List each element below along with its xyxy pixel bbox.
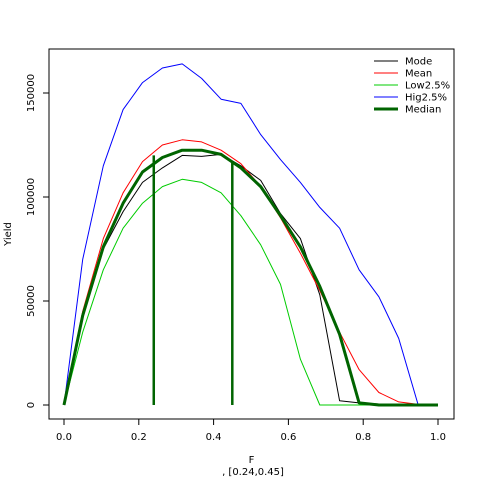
legend-label: Mode — [405, 57, 432, 68]
legend-label: Median — [405, 105, 441, 116]
y-axis: 0 50000 100000 150000 — [26, 74, 50, 408]
legend-label: Hig2.5% — [405, 93, 447, 104]
y-tick-label: 150000 — [26, 74, 37, 112]
interval-lines — [152, 155, 234, 405]
x-tick-label: 0.4 — [206, 432, 222, 443]
x-tick-label: 1.0 — [430, 432, 446, 443]
y-axis-label: Yield — [3, 222, 14, 247]
x-tick-label: 0.8 — [355, 432, 371, 443]
y-tick-label: 100000 — [26, 178, 37, 216]
x-axis: 0.0 0.2 0.4 0.6 0.8 1.0 — [56, 418, 446, 443]
series-line-hig2-5- — [63, 63, 438, 406]
x-tick-label: 0.2 — [131, 432, 147, 443]
x-axis-label: F — [249, 455, 255, 466]
y-tick-label: 0 — [26, 402, 37, 408]
series-line-mean — [63, 139, 439, 406]
y-tick-label: 50000 — [26, 285, 37, 317]
x-tick-label: 0.0 — [56, 432, 72, 443]
legend-label: Low2.5% — [405, 81, 450, 92]
x-axis-sublabel: , [0.24,0.45] — [222, 467, 284, 478]
series-layer — [62, 63, 439, 407]
legend-label: Mean — [405, 69, 432, 80]
series-line-median — [62, 148, 438, 407]
x-tick-label: 0.6 — [280, 432, 296, 443]
